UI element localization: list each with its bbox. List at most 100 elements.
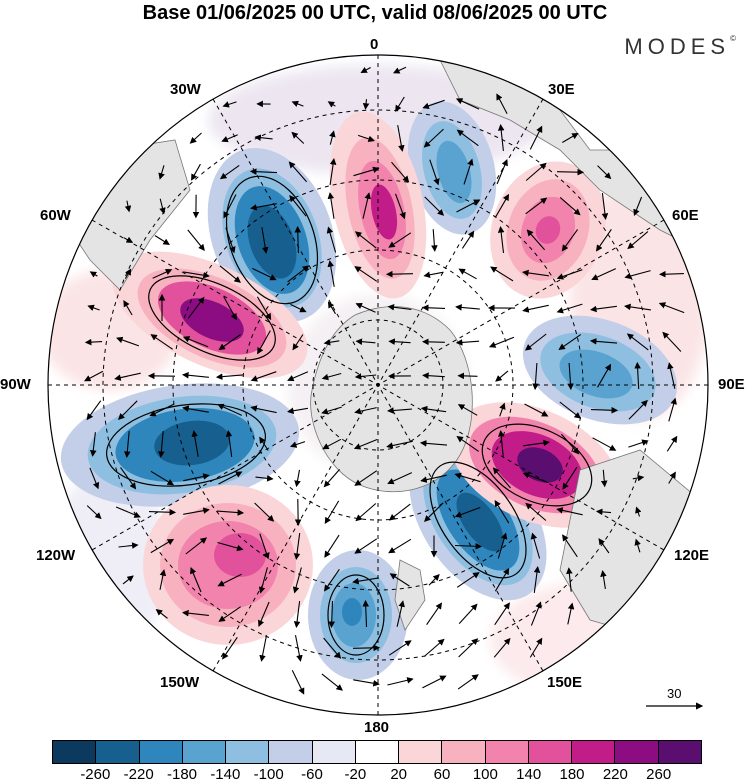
wind-vector xyxy=(249,168,278,175)
wind-vector xyxy=(495,193,510,218)
wind-vector xyxy=(388,503,411,521)
wind-vector xyxy=(389,573,410,587)
wind-vector xyxy=(158,431,165,458)
wind-vector xyxy=(222,101,237,108)
wind-vector xyxy=(591,268,617,281)
wind-vector xyxy=(566,567,573,592)
wind-vector xyxy=(225,227,236,254)
wind-vector xyxy=(218,334,241,351)
wind-vector xyxy=(455,98,480,110)
wind-vector xyxy=(215,373,244,380)
wind-vector xyxy=(294,225,302,254)
wind-vector xyxy=(326,226,337,253)
wind-vector xyxy=(223,194,237,219)
wind-vector xyxy=(328,600,336,629)
wind-vector xyxy=(124,431,131,458)
wind-vector xyxy=(258,601,270,628)
colorbar-segment xyxy=(139,741,183,763)
wind-vector xyxy=(628,399,648,420)
wind-vector xyxy=(524,333,547,351)
colorbar-tick-label: 140 xyxy=(516,766,542,783)
colorbar-tick-label: -180 xyxy=(166,766,198,783)
contour-70w xyxy=(148,275,276,361)
lon-label-60w: 60W xyxy=(40,207,71,224)
wind-vector xyxy=(595,508,612,516)
wind-vector xyxy=(388,640,412,656)
contour-110e xyxy=(481,423,593,507)
wind-vector xyxy=(327,301,336,315)
wind-vector xyxy=(532,362,539,391)
colorbar-tick-label: 20 xyxy=(390,766,407,783)
wind-vector xyxy=(362,599,370,628)
wind-vector xyxy=(354,538,378,554)
wind-vector xyxy=(288,161,308,183)
wind-vector xyxy=(292,334,304,351)
wind-vector xyxy=(329,130,336,145)
wind-vector xyxy=(158,165,165,180)
wind-vector xyxy=(259,635,268,662)
wind-vector xyxy=(221,134,238,143)
wind-vector xyxy=(218,606,242,622)
wind-vector xyxy=(122,575,134,585)
contour-30w xyxy=(225,175,319,305)
wind-vector xyxy=(494,567,510,592)
wind-vector xyxy=(488,336,515,348)
wind-vector xyxy=(187,296,205,319)
wind-vector xyxy=(287,371,309,382)
wind-vector xyxy=(357,134,375,143)
anomaly-positive-130w xyxy=(143,485,313,645)
wind-vector xyxy=(291,131,305,144)
wind-vector xyxy=(562,466,578,490)
wind-vector xyxy=(218,471,243,485)
wind-vector xyxy=(321,673,343,691)
wind-vector xyxy=(422,372,445,379)
wind-vector xyxy=(634,361,641,390)
contour-170e xyxy=(327,574,385,656)
wind-vector xyxy=(183,473,210,482)
anomaly-positive-50e xyxy=(490,161,606,299)
wind-vector xyxy=(154,235,170,245)
wind-vector xyxy=(386,440,413,449)
wind-vector xyxy=(556,303,583,314)
wind-vector xyxy=(458,603,478,624)
wind-vector xyxy=(662,331,682,352)
wind-vector xyxy=(423,271,444,279)
colorbar-segment xyxy=(528,741,573,763)
wind-vector xyxy=(590,406,619,414)
wind-vector xyxy=(115,506,141,518)
wind-vector xyxy=(458,638,479,658)
wind-vector xyxy=(150,538,175,554)
wind-vector xyxy=(329,158,337,185)
wind-vector xyxy=(522,304,549,313)
wind-vector xyxy=(493,637,511,658)
map-disc xyxy=(48,55,708,715)
wind-vector xyxy=(327,192,335,219)
wind-vector xyxy=(360,66,371,74)
wind-vector xyxy=(497,226,505,253)
contour-100w xyxy=(105,403,267,487)
wind-vector xyxy=(492,467,511,489)
wind-vector xyxy=(558,334,582,351)
wind-vector xyxy=(431,229,438,252)
wind-vector xyxy=(396,600,405,627)
wind-vector xyxy=(259,533,270,560)
lon-label-0: 0 xyxy=(370,36,379,53)
wind-vector xyxy=(256,296,272,321)
wind-vector xyxy=(556,507,583,516)
wind-vector xyxy=(598,538,610,554)
wind-vector xyxy=(600,570,607,589)
wind-vector xyxy=(321,406,342,415)
wind-vector xyxy=(182,405,209,413)
wind-vector xyxy=(523,439,550,447)
lon-label-30e: 30E xyxy=(548,81,575,98)
wind-vector xyxy=(424,502,444,522)
wind-vector xyxy=(556,269,583,280)
wind-vector xyxy=(388,538,412,554)
lon-label-150w: 150W xyxy=(160,674,200,691)
colorbar-tick-label: 220 xyxy=(602,766,628,783)
map-border xyxy=(47,54,709,716)
colorbar-tick-label: 260 xyxy=(646,766,672,783)
wind-vector xyxy=(525,502,547,521)
wind-vector xyxy=(257,330,271,355)
wind-vector xyxy=(388,338,411,345)
